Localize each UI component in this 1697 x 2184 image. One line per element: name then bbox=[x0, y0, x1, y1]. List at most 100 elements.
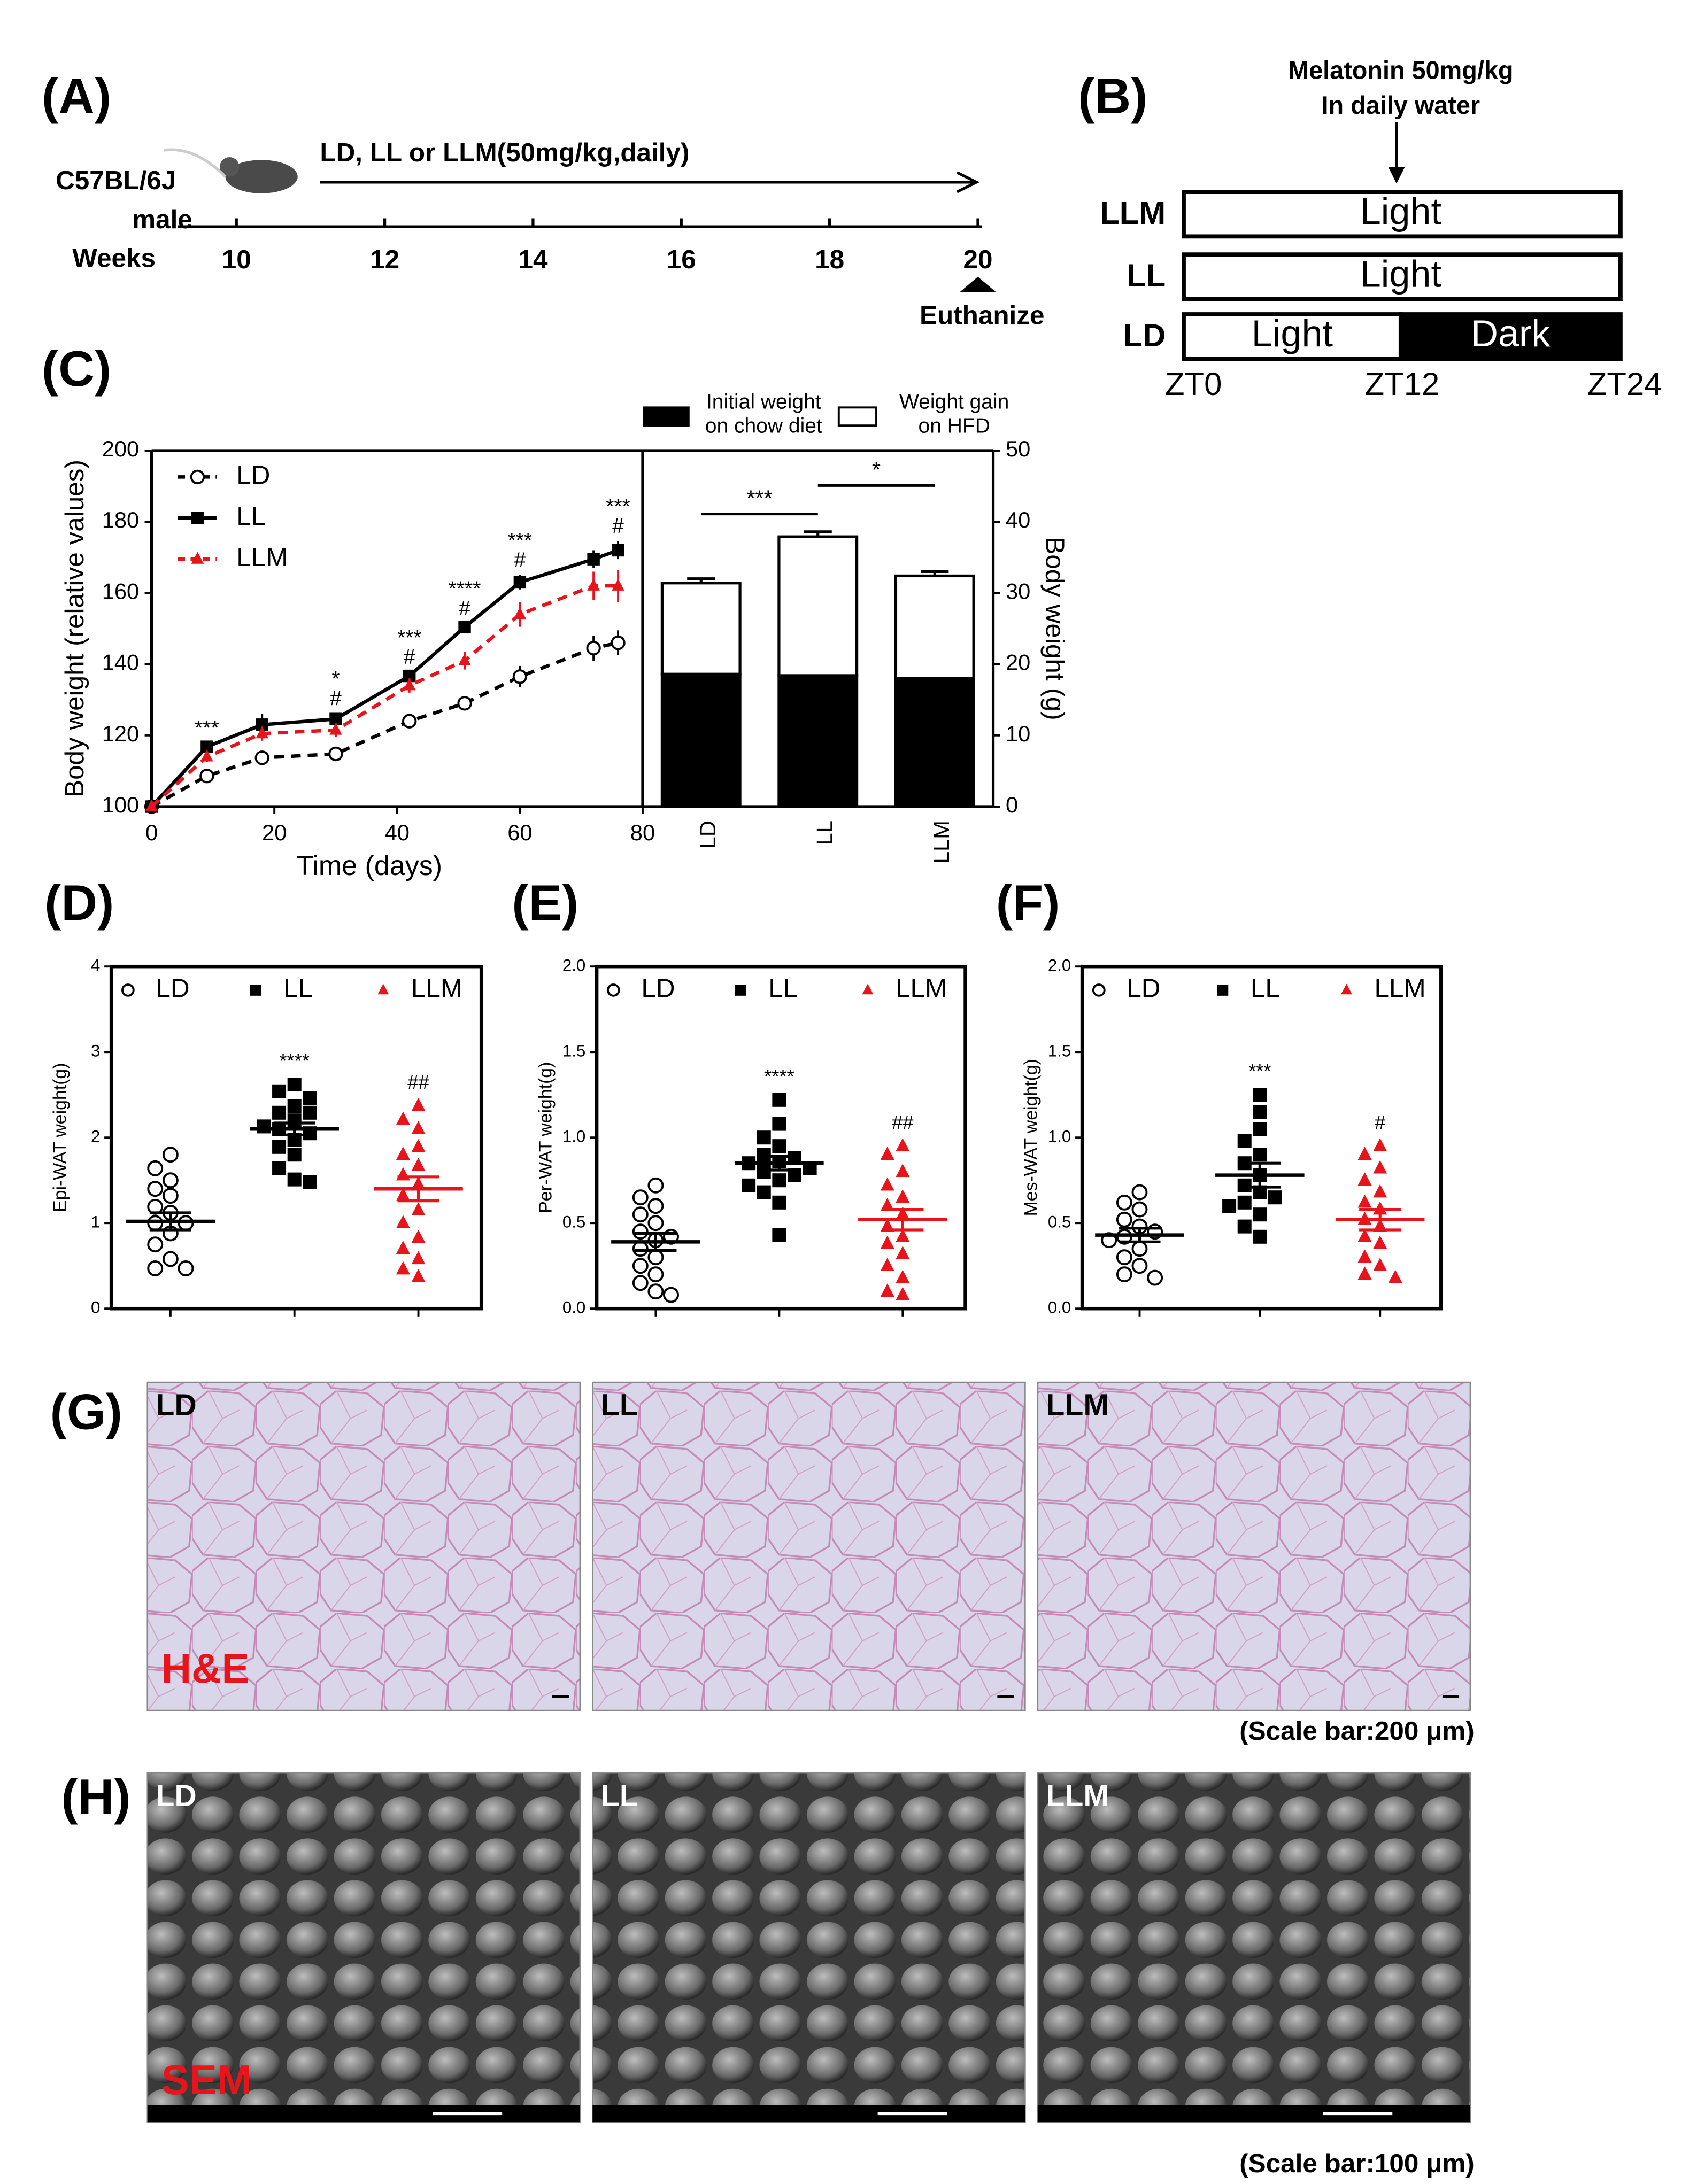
significance: ## bbox=[407, 1071, 429, 1093]
panel-label: (A) bbox=[42, 68, 111, 124]
phase-label: Light bbox=[1360, 190, 1441, 232]
phase-box bbox=[1182, 190, 1623, 239]
bar bbox=[894, 574, 975, 680]
marker bbox=[757, 1130, 771, 1145]
marker bbox=[190, 469, 205, 485]
marker bbox=[200, 740, 213, 753]
marker bbox=[1116, 1194, 1132, 1211]
marker bbox=[287, 1077, 302, 1092]
marker bbox=[402, 714, 417, 729]
marker bbox=[772, 1173, 786, 1188]
marker bbox=[457, 696, 472, 711]
y-axis-label: Mes-WAT weight(g) bbox=[1021, 1059, 1041, 1216]
x-tick-label: 60 bbox=[507, 820, 532, 845]
marker bbox=[647, 1249, 664, 1266]
marker bbox=[303, 1091, 317, 1105]
marker bbox=[880, 1218, 894, 1232]
marker bbox=[178, 1260, 194, 1276]
legend-swatch bbox=[837, 406, 877, 427]
marker bbox=[1116, 1266, 1132, 1283]
y-tick-label: 40 bbox=[1006, 507, 1030, 532]
marker bbox=[1222, 1199, 1237, 1213]
arrow-head bbox=[956, 171, 980, 193]
significance: *** bbox=[397, 626, 422, 649]
marker bbox=[1147, 1269, 1163, 1286]
marker bbox=[663, 1287, 679, 1303]
y-axis-label: Epi-WAT weight(g) bbox=[50, 1063, 70, 1212]
bar bbox=[894, 677, 975, 808]
scale-note: (Scale bar:200 μm) bbox=[1239, 1716, 1475, 1746]
marker bbox=[632, 1206, 649, 1223]
marker bbox=[880, 1283, 894, 1297]
x-tick-label: 40 bbox=[385, 820, 410, 845]
marker bbox=[647, 1283, 664, 1300]
legend-label: LLM bbox=[411, 973, 462, 1003]
marker bbox=[411, 1098, 426, 1111]
marker bbox=[1373, 1258, 1387, 1271]
info-strip bbox=[1037, 2105, 1470, 2123]
error-bar bbox=[921, 570, 949, 576]
phase-label: Light bbox=[1252, 312, 1333, 354]
significance: # bbox=[330, 687, 342, 710]
micrograph bbox=[1037, 1381, 1471, 1711]
marker bbox=[254, 750, 269, 765]
marker bbox=[1237, 1134, 1252, 1148]
legend-label: LLM bbox=[896, 973, 947, 1003]
marker bbox=[272, 1161, 287, 1175]
marker bbox=[1131, 1184, 1148, 1201]
marker bbox=[411, 1269, 426, 1282]
phase-box bbox=[1398, 312, 1623, 361]
marker bbox=[411, 1121, 426, 1134]
x-tick-label: 0 bbox=[145, 820, 158, 845]
marker bbox=[403, 669, 416, 683]
error-bar bbox=[687, 577, 715, 583]
phase-label: Dark bbox=[1471, 312, 1551, 354]
marker bbox=[896, 1287, 910, 1300]
marker bbox=[1373, 1201, 1387, 1215]
marker bbox=[411, 1139, 426, 1152]
legend-label: Initial weight on chow diet bbox=[705, 391, 822, 438]
marker bbox=[1237, 1219, 1252, 1234]
marker bbox=[145, 799, 158, 811]
marker bbox=[632, 1189, 649, 1206]
marker bbox=[191, 512, 204, 524]
marker bbox=[647, 1266, 664, 1283]
micrograph bbox=[591, 1381, 1026, 1711]
week-label: 10 bbox=[222, 245, 251, 274]
marker bbox=[411, 1251, 426, 1265]
arrow-up bbox=[960, 276, 996, 292]
image-label: LD bbox=[156, 1779, 196, 1813]
marker bbox=[1373, 1184, 1387, 1198]
marker bbox=[396, 1261, 410, 1275]
marker bbox=[1388, 1269, 1402, 1283]
marker bbox=[587, 553, 600, 566]
marker bbox=[862, 983, 874, 995]
marker bbox=[513, 607, 527, 619]
legend-label: LLM bbox=[1374, 973, 1425, 1003]
y-tick-label: 0 bbox=[1006, 792, 1018, 817]
y-tick-label: 0.5 bbox=[1048, 1212, 1071, 1231]
legend-label: LLM bbox=[236, 543, 288, 572]
panel-label: (B) bbox=[1078, 68, 1147, 124]
panel-label: (G) bbox=[50, 1383, 122, 1439]
zt-label: ZT24 bbox=[1587, 366, 1662, 402]
marker bbox=[647, 1215, 664, 1232]
y-tick-label: 10 bbox=[1006, 721, 1030, 746]
marker bbox=[772, 1228, 786, 1242]
panel-label: (C) bbox=[42, 340, 111, 397]
marker bbox=[1268, 1190, 1282, 1205]
zt-label: ZT0 bbox=[1165, 366, 1222, 402]
y-tick-label: 160 bbox=[102, 578, 139, 603]
significance: **** bbox=[449, 578, 481, 601]
y-tick-label: 180 bbox=[102, 507, 139, 532]
sem-bar bbox=[1239, 1161, 1281, 1189]
y-tick-label: 4 bbox=[91, 956, 100, 974]
marker bbox=[1357, 1172, 1372, 1186]
marker bbox=[411, 1158, 426, 1171]
y-tick-label: 2.0 bbox=[1048, 956, 1071, 974]
week-label: 18 bbox=[815, 245, 844, 274]
legend-label: Weight gain on HFD bbox=[899, 391, 1009, 438]
marker bbox=[586, 640, 601, 656]
marker bbox=[121, 983, 135, 997]
marker bbox=[287, 1098, 302, 1113]
